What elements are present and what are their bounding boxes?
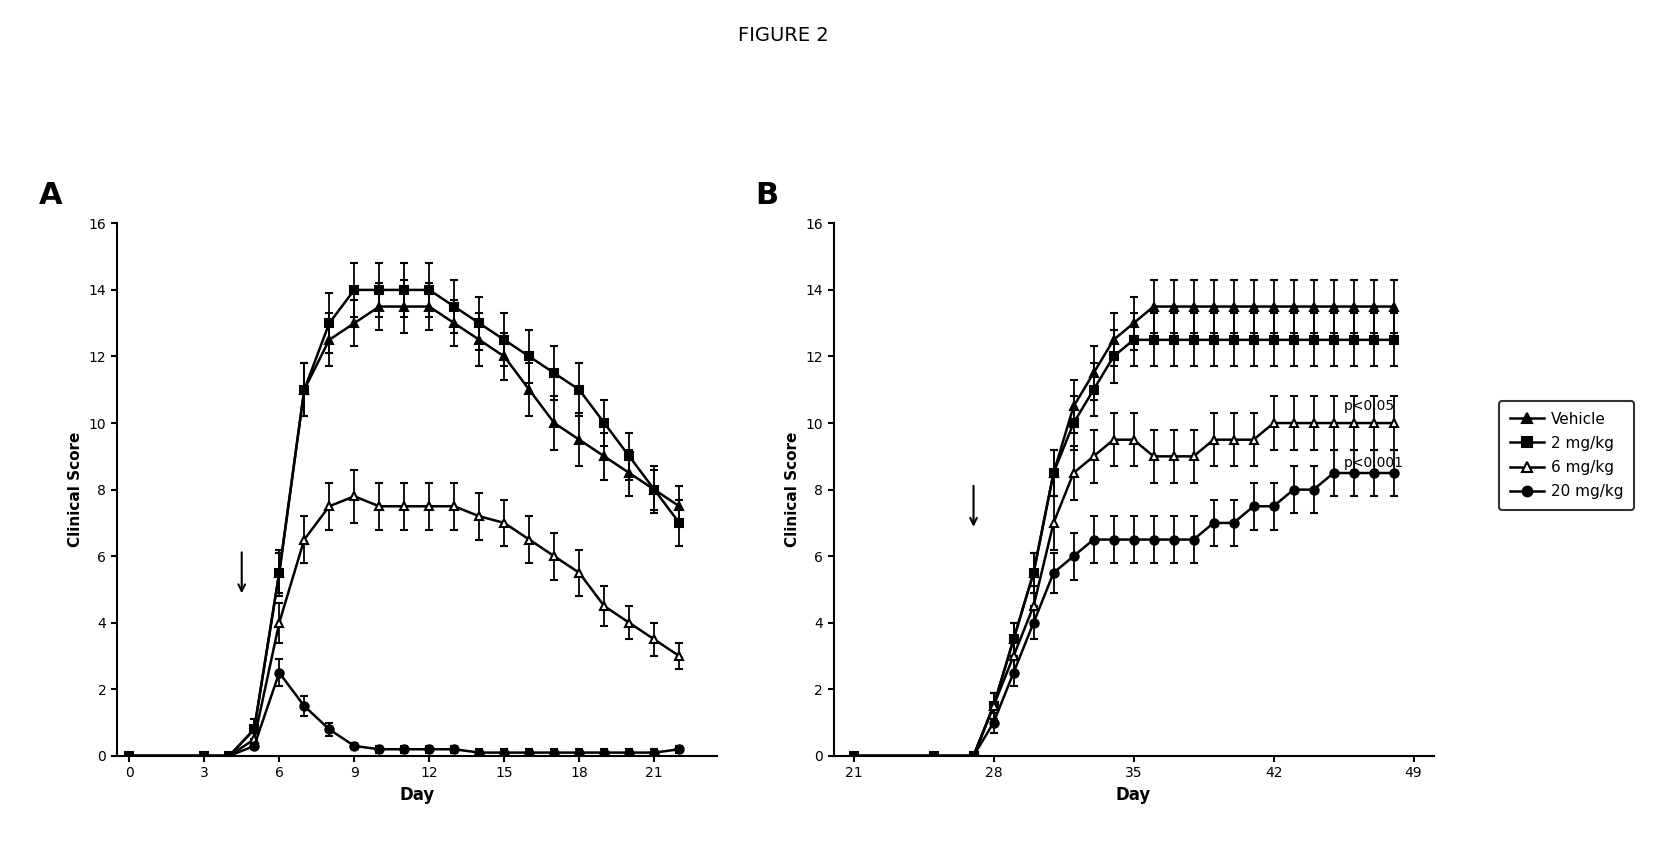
Legend: Vehicle, 2 mg/kg, 6 mg/kg, 20 mg/kg: Vehicle, 2 mg/kg, 6 mg/kg, 20 mg/kg: [1499, 401, 1634, 509]
Text: p<0.001: p<0.001: [1344, 456, 1404, 470]
Text: FIGURE 2: FIGURE 2: [738, 26, 828, 45]
X-axis label: Day: Day: [398, 786, 435, 804]
Y-axis label: Clinical Score: Clinical Score: [785, 432, 800, 547]
X-axis label: Day: Day: [1115, 786, 1152, 804]
Text: A: A: [38, 180, 62, 210]
Text: p<0.05: p<0.05: [1344, 399, 1395, 413]
Y-axis label: Clinical Score: Clinical Score: [68, 432, 83, 547]
Text: B: B: [755, 180, 778, 210]
